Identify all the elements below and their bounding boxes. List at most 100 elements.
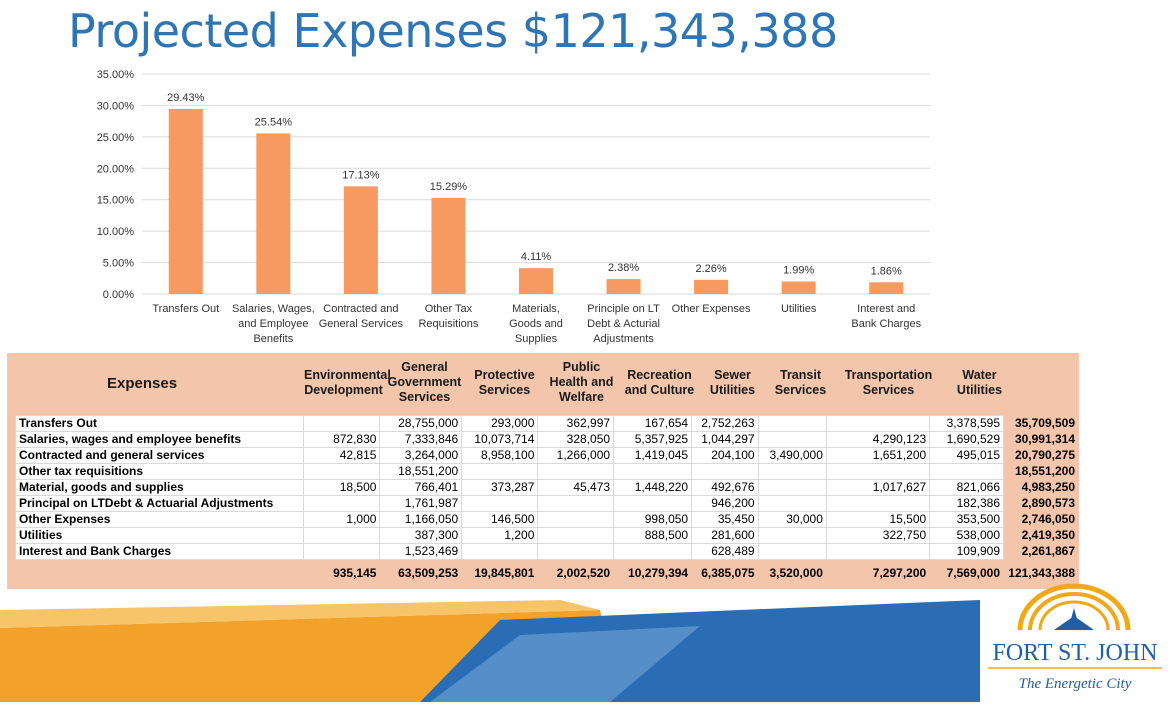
table-cell: 63,509,253	[379, 559, 463, 587]
table-cell: 2,752,263	[691, 415, 759, 432]
table-cell	[537, 527, 615, 544]
expenses-table-panel: Expenses Environmental Development General…	[7, 353, 1079, 589]
expenses-table: Transfers Out 28,755,000 293,000 362,997 167…	[15, 415, 1079, 587]
table-cell	[757, 527, 827, 544]
y-tick-label: 0.00%	[103, 289, 134, 301]
bar	[519, 268, 553, 294]
column-header: Recreation and Culture	[624, 368, 695, 397]
table-row: Transfers Out 28,755,000 293,000 362,997 167…	[15, 415, 1079, 432]
table-cell: 167,654	[613, 415, 693, 432]
table-cell: 495,015	[929, 447, 1005, 464]
y-tick-label: 20.00%	[97, 163, 135, 175]
row-total: 2,746,050	[1003, 511, 1079, 528]
x-category-label: Utilities	[781, 303, 817, 315]
table-cell: 10,279,394	[613, 559, 693, 587]
table-cell	[537, 543, 615, 560]
bar-data-label: 1.99%	[783, 264, 814, 276]
table-cell: 1,761,987	[379, 495, 463, 512]
table-row: Other Expenses 1,000 1,166,050 146,500 998,0…	[15, 511, 1079, 528]
table-cell: 353,500	[929, 511, 1005, 528]
table-cell: 18,500	[302, 479, 381, 496]
x-category-label: Materials, Goods and Supplies	[509, 303, 563, 345]
table-cell: 387,300	[379, 527, 463, 544]
table-cell: 293,000	[461, 415, 539, 432]
table-cell: 1,000	[302, 511, 381, 528]
row-total: 121,343,388	[1003, 559, 1079, 587]
page-title: Projected Expenses $121,343,388	[68, 4, 838, 58]
table-cell	[461, 543, 539, 560]
table-cell: 7,333,846	[379, 431, 463, 448]
y-tick-label: 15.00%	[97, 195, 135, 207]
row-total: 30,991,314	[1003, 431, 1079, 448]
table-cell	[537, 495, 615, 512]
table-cell: 492,676	[691, 479, 759, 496]
table-total-row: 935,145 63,509,253 19,845,801 2,002,520 10,2…	[15, 559, 1079, 587]
row-label: Material, goods and supplies	[15, 479, 304, 496]
table-cell: 30,000	[757, 511, 827, 528]
table-cell	[613, 463, 693, 480]
table-cell: 8,958,100	[461, 447, 539, 464]
table-cell: 1,044,297	[691, 431, 759, 448]
row-label	[15, 559, 304, 587]
table-cell: 1,017,627	[825, 479, 931, 496]
table-cell: 35,450	[691, 511, 759, 528]
row-label: Utilities	[15, 527, 304, 544]
table-cell: 998,050	[613, 511, 693, 528]
table-cell	[461, 495, 539, 512]
table-cell: 1,690,529	[929, 431, 1005, 448]
table-cell: 1,419,045	[613, 447, 693, 464]
row-label: Salaries, wages and employee benefits	[15, 431, 304, 448]
table-cell: 872,830	[302, 431, 381, 448]
table-cell: 15,500	[825, 511, 931, 528]
x-category-label: Interest and Bank Charges	[851, 303, 921, 330]
table-cell: 109,909	[929, 543, 1005, 560]
bar	[343, 186, 378, 294]
bar	[606, 279, 641, 294]
row-total: 18,551,200	[1003, 463, 1079, 480]
table-cell	[757, 431, 827, 448]
x-category-label: Salaries, Wages, and Employee Benefits	[232, 303, 315, 345]
column-header: Transit Services	[774, 368, 827, 397]
table-cell	[461, 463, 539, 480]
bar-data-label: 15.29%	[430, 181, 468, 193]
x-category-label: Contracted and General Services	[319, 303, 404, 330]
table-cell: 1,651,200	[825, 447, 931, 464]
table-cell	[302, 463, 381, 480]
table-cell: 3,378,595	[929, 415, 1005, 432]
y-tick-label: 35.00%	[97, 69, 135, 81]
table-cell	[825, 463, 931, 480]
table-cell: 322,750	[825, 527, 931, 544]
row-label: Transfers Out	[15, 415, 304, 432]
table-cell: 42,815	[302, 447, 381, 464]
column-header: Transportation Services	[844, 368, 933, 397]
table-row: Utilities 387,300 1,200 888,500 281,600 322,7…	[15, 527, 1079, 544]
bar-data-label: 2.26%	[696, 263, 727, 275]
table-cell: 10,073,714	[461, 431, 539, 448]
table-cell	[825, 415, 931, 432]
row-total: 2,261,867	[1003, 543, 1079, 560]
bar	[781, 281, 816, 294]
table-cell: 3,264,000	[379, 447, 463, 464]
table-cell: 1,200	[461, 527, 539, 544]
row-label: Other tax requisitions	[15, 463, 304, 480]
table-cell	[757, 415, 827, 432]
table-cell: 7,297,200	[825, 559, 931, 587]
column-header: Public Health and Welfare	[549, 360, 614, 404]
row-label: Other Expenses	[15, 511, 304, 528]
table-cell: 766,401	[379, 479, 463, 496]
column-header: General Government Services	[387, 360, 462, 404]
table-cell: 45,473	[537, 479, 615, 496]
logo-sunburst-icon: FORT ST. JOHN The Energetic City	[988, 583, 1162, 692]
fort-st-john-logo: FORT ST. JOHN The Energetic City	[980, 580, 1170, 702]
table-cell: 821,066	[929, 479, 1005, 496]
table-cell: 18,551,200	[379, 463, 463, 480]
table-cell	[537, 511, 615, 528]
bar	[694, 279, 729, 294]
bar	[256, 133, 291, 294]
column-header: Water Utilities	[956, 368, 1003, 397]
column-header: Protective Services	[474, 368, 535, 397]
table-cell: 281,600	[691, 527, 759, 544]
table-row: Interest and Bank Charges 1,523,469 628,48…	[15, 543, 1079, 560]
table-cell	[613, 543, 693, 560]
table-cell	[825, 495, 931, 512]
